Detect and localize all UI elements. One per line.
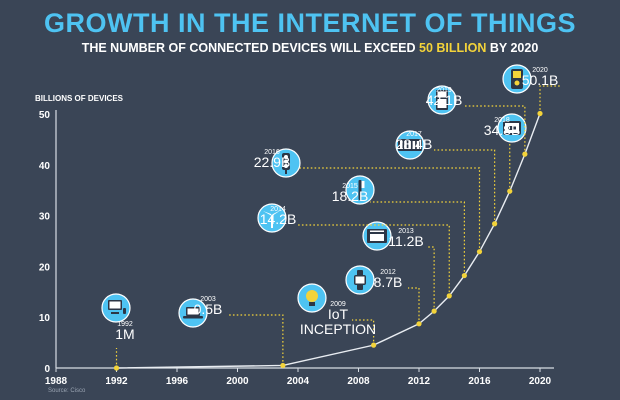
leader-line [426, 246, 435, 312]
leader-line [370, 201, 465, 276]
annotation-value: 1M [115, 326, 134, 342]
data-point [507, 188, 513, 194]
data-point [416, 321, 422, 327]
annotation-value-line2: INCEPTION [300, 321, 376, 337]
door-lock-icon [502, 64, 532, 94]
y-tick-label: 20 [39, 262, 51, 273]
radiator-icon [395, 130, 425, 160]
series-line [116, 113, 541, 369]
y-tick-label: 0 [44, 364, 50, 375]
annotation-value: 11.2B [388, 233, 424, 249]
subtitle-text: THE NUMBER OF CONNECTED DEVICES WILL EXC… [81, 41, 419, 55]
x-tick-label: 2016 [468, 376, 491, 387]
x-tick-label: 2008 [347, 376, 370, 387]
data-point [280, 362, 286, 369]
leader-line [539, 85, 560, 114]
data-point [461, 272, 467, 279]
annotation-value: IoT [328, 306, 349, 322]
data-point [537, 110, 543, 117]
annotation-value: 22.9B [254, 154, 291, 170]
leader-line [464, 105, 526, 155]
x-tick-label: 2004 [287, 376, 310, 387]
annotation-year: 2015 [342, 183, 358, 190]
annotation-value: 34.8B [484, 122, 521, 138]
computer-icon [101, 293, 131, 323]
x-tick-label: 2000 [226, 376, 249, 387]
lightbulb-icon [297, 283, 327, 313]
traffic-light-icon [271, 148, 301, 178]
page-title: GROWTH IN THE INTERNET OF THINGS [44, 8, 576, 38]
subtitle-text-end: BY 2020 [486, 41, 539, 55]
x-tick-label: 1988 [45, 376, 68, 387]
laptop-icon [178, 298, 208, 328]
oven-icon [362, 221, 392, 251]
leader-line [408, 287, 420, 324]
annotation-year: 2019 [436, 87, 452, 94]
y-tick-label: 10 [39, 313, 51, 324]
data-point [492, 221, 498, 227]
leader-line [509, 135, 522, 192]
annotation-value: 50.1B [522, 72, 559, 88]
smartwatch-icon [345, 265, 375, 295]
leader-line [228, 314, 284, 366]
annotation-year: 1992 [117, 321, 133, 328]
annotation-value: 18.2B [332, 188, 369, 204]
annotation-value: 0.5B [194, 301, 223, 317]
annotation-value: 28.4B [396, 136, 433, 152]
x-tick-label: 1996 [166, 376, 189, 387]
data-point [446, 293, 452, 299]
annotation-year: 2020 [532, 67, 548, 74]
annotation-year: 2003 [200, 296, 216, 303]
annotation-year: 2009 [330, 301, 346, 308]
data-point [431, 308, 437, 314]
source-note: Source: Cisco [48, 388, 86, 394]
annotation-year: 2013 [398, 228, 414, 235]
leader-line [352, 319, 375, 346]
y-axis-label: BILLIONS OF DEVICES [35, 94, 124, 103]
wind-turbine-icon [257, 203, 287, 233]
annotation-year: 2014 [270, 206, 286, 213]
x-tick-label: 2012 [408, 376, 431, 387]
data-point [476, 249, 483, 255]
leader-line [298, 224, 450, 296]
annotation-year: 2017 [406, 131, 422, 138]
y-tick-label: 40 [39, 161, 51, 172]
x-tick-label: 2020 [529, 376, 552, 387]
data-point [113, 365, 120, 371]
data-point [522, 151, 528, 157]
annotation-value: 14.2B [260, 211, 297, 227]
page-subtitle: THE NUMBER OF CONNECTED DEVICES WILL EXC… [0, 41, 620, 55]
y-tick-label: 30 [39, 212, 51, 223]
data-point [371, 342, 377, 348]
annotation-value: 8.7B [374, 274, 403, 290]
y-tick-label: 50 [39, 110, 51, 121]
refrigerator-icon [427, 85, 457, 115]
leader-line [292, 167, 481, 252]
leader-line [434, 149, 496, 224]
annotation-year: 2016 [264, 149, 280, 156]
toothbrush-icon [345, 175, 375, 205]
subtitle-highlight: 50 BILLION [419, 41, 487, 55]
x-tick-label: 1992 [105, 376, 128, 387]
annotation-value: 42.1B [426, 92, 463, 108]
thermostat-icon [497, 113, 527, 143]
annotation-year: 2018 [494, 117, 510, 124]
annotation-year: 2012 [380, 269, 396, 276]
